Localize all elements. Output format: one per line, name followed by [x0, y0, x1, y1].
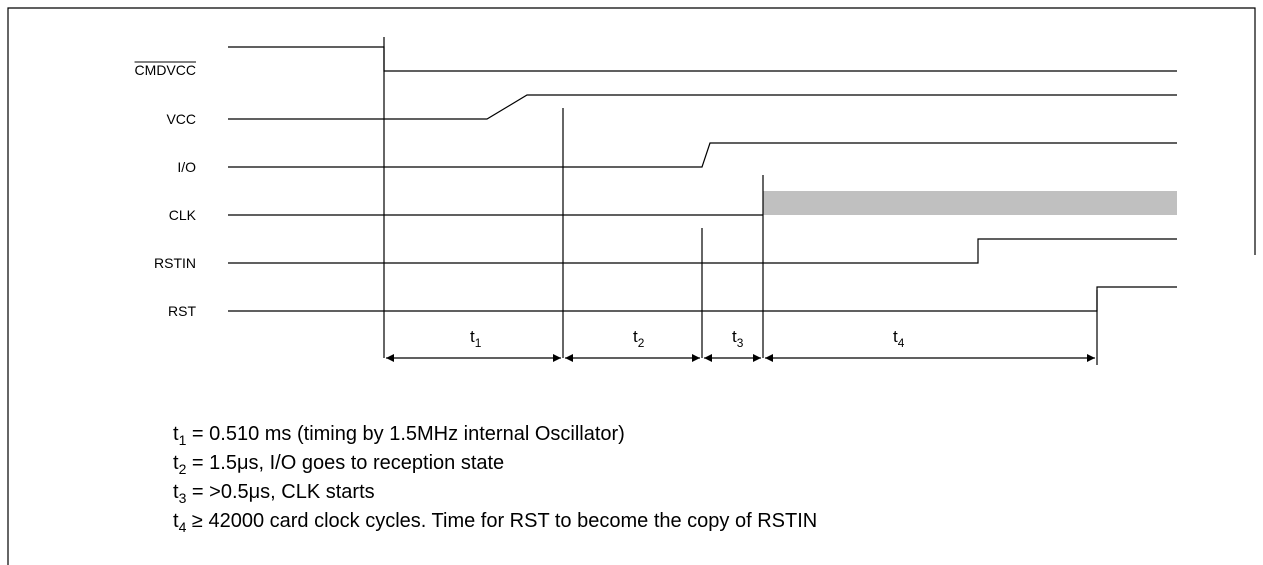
note-text: ≥ 42000 card clock cycles. Time for RST … [186, 510, 817, 532]
note-name: t [173, 510, 179, 532]
wave-cmdvcc [228, 46, 1177, 72]
note-name: t [173, 423, 179, 445]
subscript: 2 [179, 461, 187, 477]
signal-label: VCC [166, 111, 196, 127]
time-markers [383, 37, 1098, 365]
interval-label: t2 [633, 327, 645, 350]
subscript: 3 [737, 336, 744, 350]
signal-label: I/O [177, 159, 196, 175]
note: t4 ≥ 42000 card clock cycles. Time for R… [173, 510, 817, 535]
signal-label: CMDVCC [135, 62, 196, 78]
subscript: 2 [638, 336, 645, 350]
interval-name: t [633, 327, 638, 346]
signal-label: RSTIN [154, 255, 196, 271]
subscript: 1 [179, 432, 187, 448]
wave-rstin [228, 238, 1177, 264]
note: t3 = >0.5μs, CLK starts [173, 481, 375, 506]
subscript: 4 [179, 519, 187, 535]
signal-label: RST [168, 303, 196, 319]
note-text: = 1.5μs, I/O goes to reception state [186, 452, 504, 474]
note: t1 = 0.510 ms (timing by 1.5MHz internal… [173, 423, 625, 448]
wave-vcc [228, 94, 1177, 120]
interval-name: t [470, 327, 475, 346]
note: t2 = 1.5μs, I/O goes to reception state [173, 452, 504, 477]
frame [7, 7, 1256, 565]
subscript: 1 [475, 336, 482, 350]
interval-label: t4 [893, 327, 905, 350]
clock-active [763, 191, 1177, 215]
signal-label: CLK [169, 207, 197, 223]
interval-label: t3 [732, 327, 744, 350]
interval-label: t1 [470, 327, 482, 350]
subscript: 4 [898, 336, 905, 350]
note-text: = 0.510 ms (timing by 1.5MHz internal Os… [186, 423, 625, 445]
subscript: 3 [179, 490, 187, 506]
wave-io [228, 142, 1177, 168]
note-name: t [173, 481, 179, 503]
note-text: = >0.5μs, CLK starts [186, 481, 374, 503]
interval-name: t [732, 327, 737, 346]
note-name: t [173, 452, 179, 474]
interval-name: t [893, 327, 898, 346]
